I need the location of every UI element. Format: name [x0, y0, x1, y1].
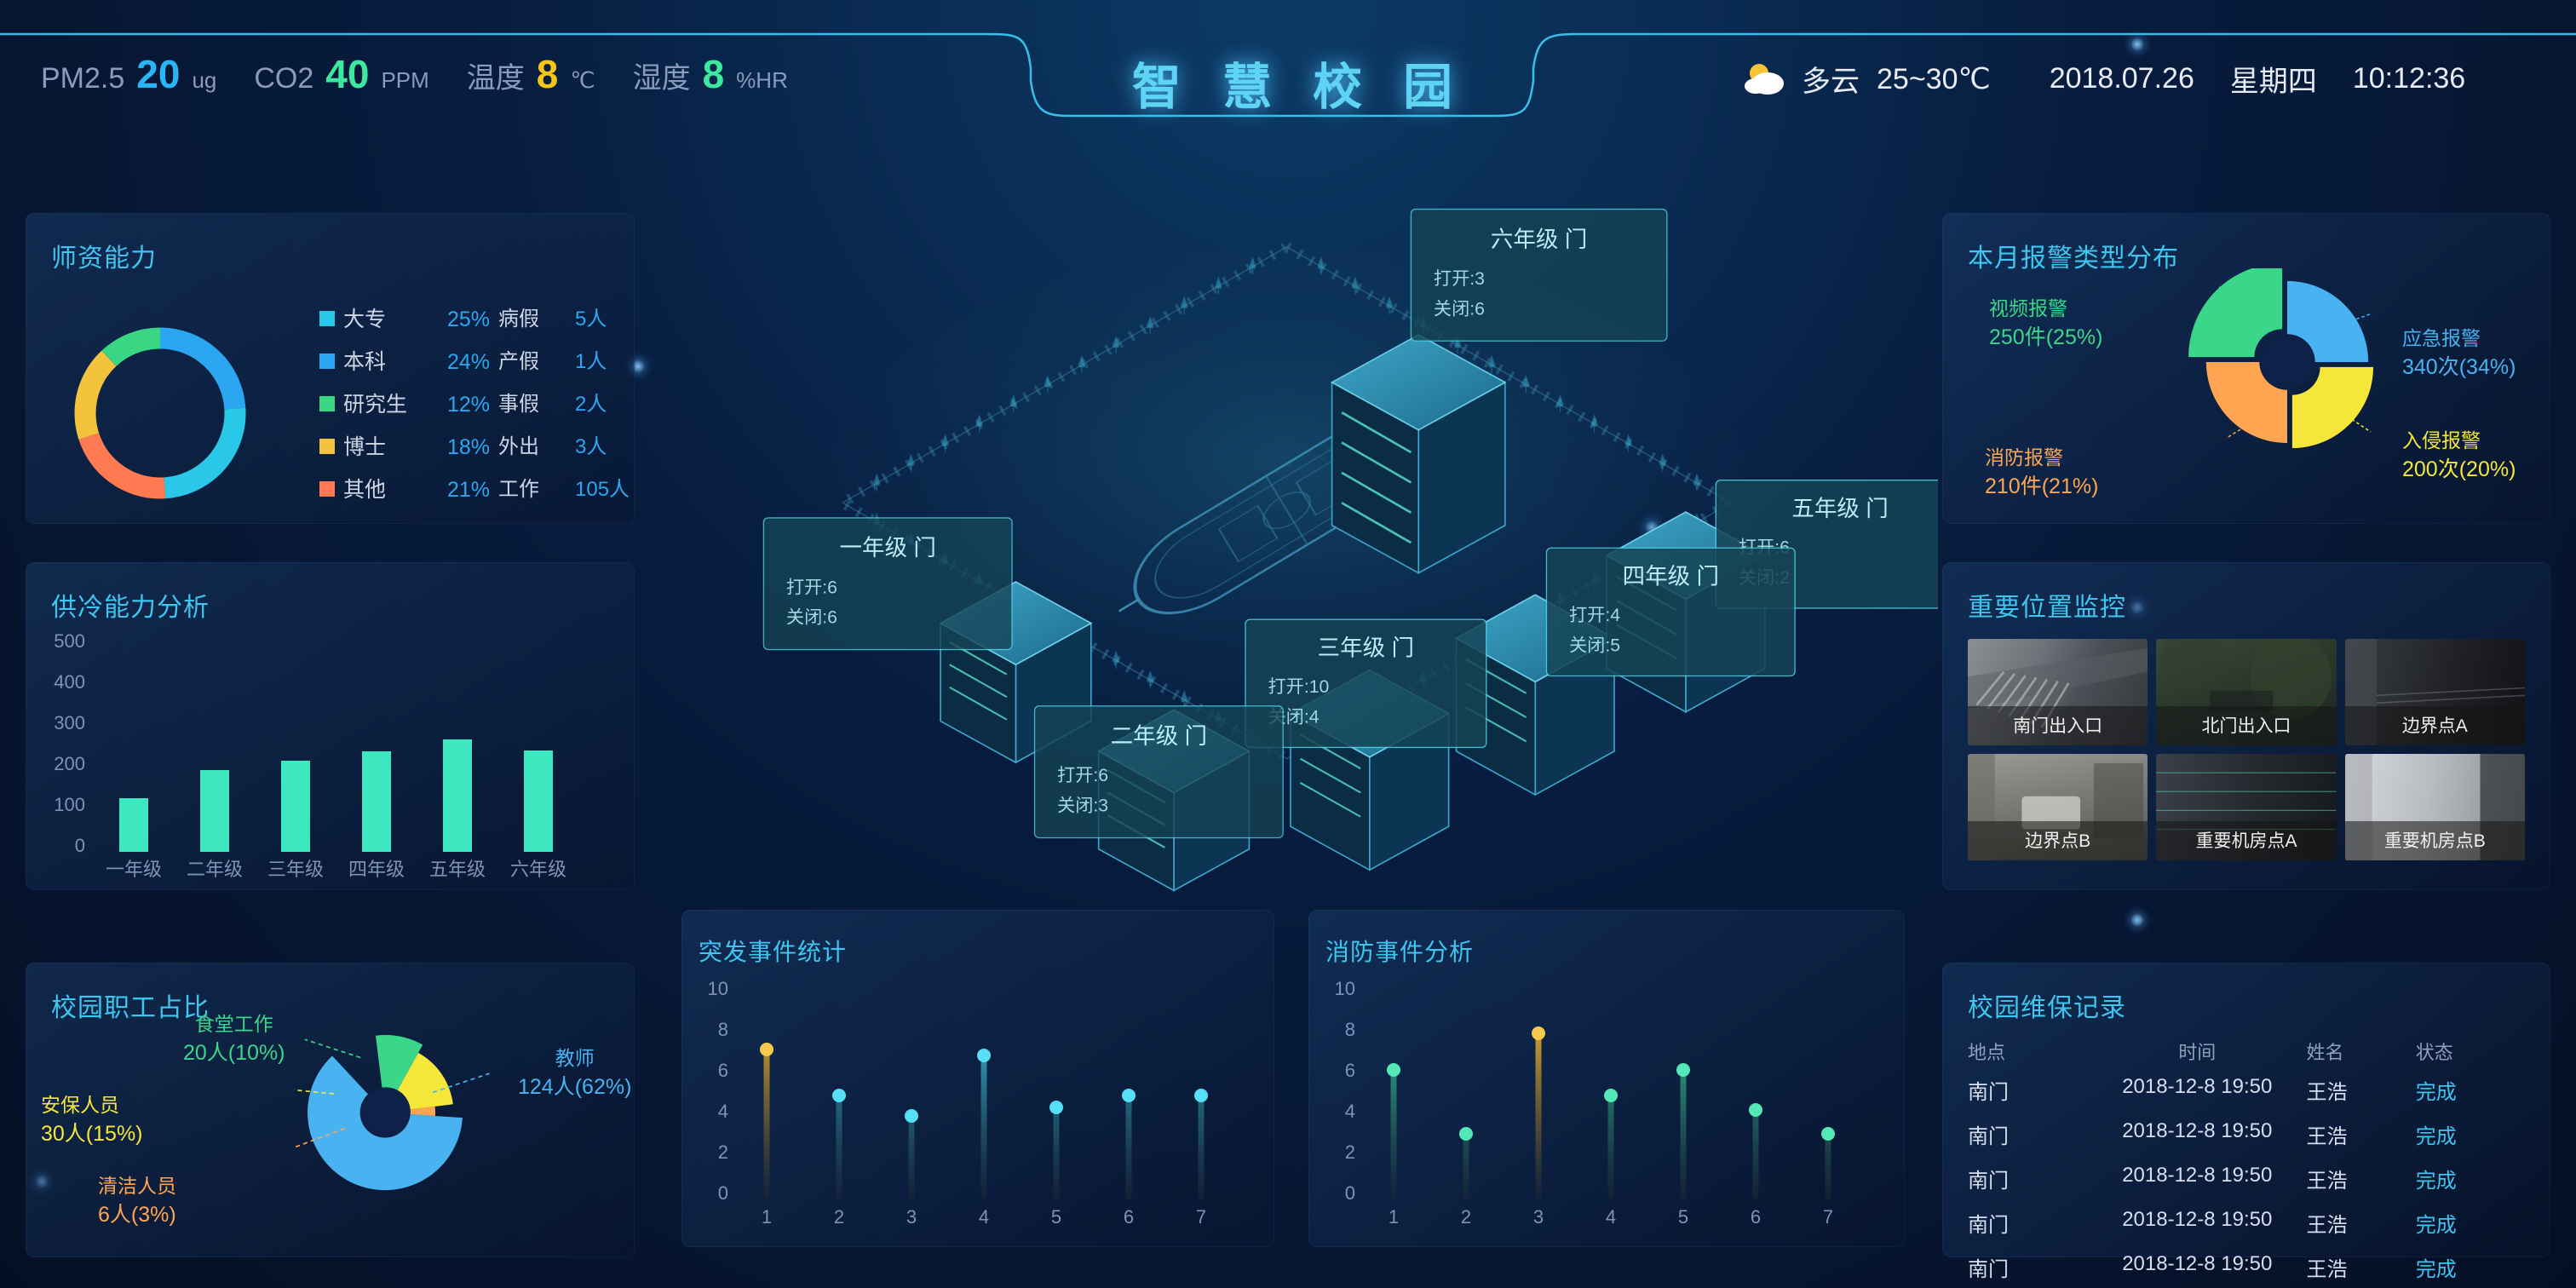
svg-text:400: 400	[54, 671, 85, 693]
svg-text:2: 2	[1461, 1206, 1471, 1228]
svg-text:2: 2	[1345, 1141, 1355, 1163]
svg-text:4: 4	[979, 1206, 989, 1228]
svg-text:0: 0	[718, 1182, 728, 1204]
svg-text:关闭:6: 关闭:6	[1434, 298, 1485, 319]
svg-text:10: 10	[708, 978, 728, 999]
svg-text:一年级 门: 一年级 门	[840, 535, 936, 561]
svg-text:200: 200	[54, 753, 85, 774]
svg-text:100: 100	[54, 794, 85, 815]
svg-text:六年级: 六年级	[510, 859, 566, 880]
svg-text:5: 5	[1051, 1206, 1061, 1228]
svg-text:2: 2	[834, 1206, 844, 1228]
svg-text:300: 300	[54, 712, 85, 733]
svg-text:6: 6	[1124, 1206, 1134, 1228]
svg-text:四年级 门: 四年级 门	[1623, 564, 1719, 589]
svg-text:关闭:5: 关闭:5	[1569, 635, 1620, 655]
svg-text:3: 3	[906, 1206, 917, 1228]
svg-text:4: 4	[1606, 1206, 1616, 1228]
svg-text:二年级 门: 二年级 门	[1111, 723, 1207, 749]
svg-text:关闭:3: 关闭:3	[1057, 796, 1108, 816]
svg-text:关闭:6: 关闭:6	[786, 607, 837, 628]
svg-text:500: 500	[54, 630, 85, 652]
svg-text:6: 6	[718, 1060, 728, 1081]
svg-text:打开:10: 打开:10	[1268, 676, 1329, 697]
svg-text:4: 4	[1345, 1101, 1355, 1122]
svg-text:4: 4	[718, 1101, 728, 1122]
svg-text:三年级 门: 三年级 门	[1318, 635, 1414, 661]
svg-text:二年级: 二年级	[187, 859, 243, 880]
svg-text:8: 8	[718, 1019, 728, 1040]
svg-text:7: 7	[1196, 1206, 1206, 1228]
svg-text:2: 2	[718, 1141, 728, 1163]
svg-text:0: 0	[75, 835, 85, 856]
svg-text:5: 5	[1678, 1206, 1688, 1228]
svg-text:10: 10	[1335, 978, 1355, 999]
svg-text:1: 1	[1389, 1206, 1399, 1228]
svg-text:四年级: 四年级	[348, 859, 405, 880]
svg-text:0: 0	[1345, 1182, 1355, 1204]
svg-text:3: 3	[1533, 1206, 1544, 1228]
svg-text:7: 7	[1823, 1206, 1833, 1228]
svg-text:6: 6	[1345, 1060, 1355, 1081]
svg-text:打开:4: 打开:4	[1569, 605, 1620, 625]
svg-text:1: 1	[762, 1206, 772, 1228]
svg-text:打开:3: 打开:3	[1434, 268, 1485, 289]
svg-text:6: 6	[1751, 1206, 1761, 1228]
svg-text:打开:6: 打开:6	[786, 577, 837, 597]
svg-text:五年级: 五年级	[429, 859, 486, 880]
svg-text:三年级: 三年级	[267, 859, 324, 880]
svg-text:五年级 门: 五年级 门	[1791, 496, 1888, 521]
svg-text:六年级 门: 六年级 门	[1491, 227, 1587, 252]
svg-text:一年级: 一年级	[106, 859, 162, 880]
svg-text:打开:6: 打开:6	[1057, 765, 1108, 785]
svg-text:8: 8	[1345, 1019, 1355, 1040]
